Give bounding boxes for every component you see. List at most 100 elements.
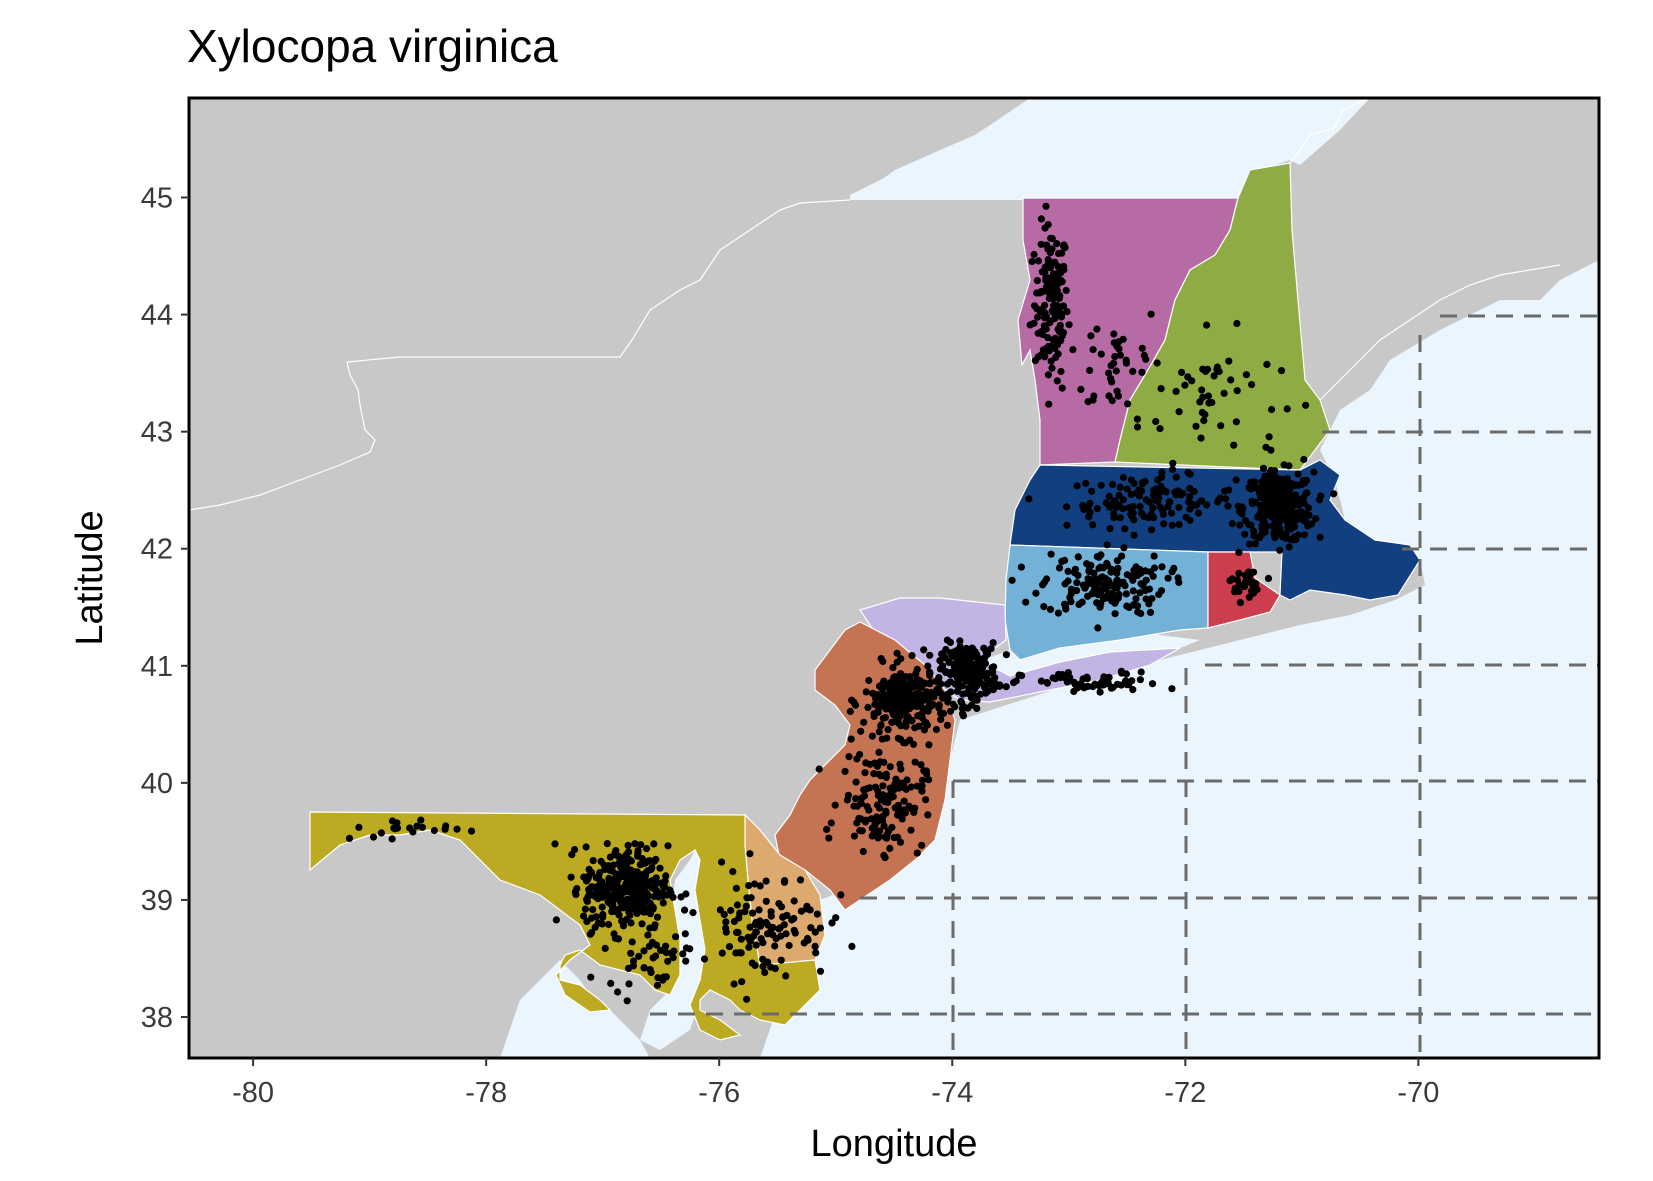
occurrence-point [1142,355,1150,363]
x-tick-label: -70 [1397,1077,1439,1109]
occurrence-point [686,945,694,953]
map-title: Xylocopa virginica [187,20,558,72]
occurrence-point [1203,501,1211,509]
occurrence-point [1269,521,1277,529]
occurrence-point [722,924,730,932]
y-tick-label: 39 [141,885,173,917]
occurrence-point [1186,516,1194,525]
occurrence-point [1058,671,1066,679]
occurrence-point [1043,678,1051,687]
occurrence-point [875,728,883,736]
occurrence-point [982,689,990,697]
occurrence-point [1063,503,1071,511]
occurrence-point [902,717,910,726]
occurrence-point [837,891,845,899]
occurrence-point [1056,321,1064,329]
occurrence-point [1258,525,1266,533]
occurrence-point [816,924,825,932]
occurrence-point [1245,540,1254,548]
x-axis-title: Longitude [811,1123,978,1165]
occurrence-point [662,942,670,950]
canada-us-border [189,199,851,511]
occurrence-point [796,876,805,884]
occurrence-point [672,933,680,941]
occurrence-point [1158,563,1166,571]
occurrence-point [1048,245,1056,253]
occurrence-point [418,823,426,831]
occurrence-point [879,685,887,693]
occurrence-point [892,705,900,713]
occurrence-point [1032,589,1040,597]
occurrence-point [761,968,769,977]
occurrence-point [1145,498,1153,506]
occurrence-point [943,668,951,676]
occurrence-point [626,888,634,896]
occurrence-point [1169,459,1177,467]
occurrence-point [646,924,654,932]
occurrence-point [722,918,730,926]
occurrence-point [1150,552,1158,560]
occurrence-point [1121,525,1129,533]
occurrence-point [662,872,670,880]
occurrence-point [1128,512,1136,520]
occurrence-point [1168,685,1176,693]
occurrence-point [886,844,894,853]
occurrence-point [917,761,925,769]
occurrence-point [888,823,896,832]
occurrence-point [1022,598,1030,606]
occurrence-point [881,798,889,806]
occurrence-point [682,957,690,965]
occurrence-point [1110,514,1118,522]
occurrence-point [646,966,654,974]
occurrence-point [745,882,753,890]
occurrence-point [1228,520,1236,528]
occurrence-point [1265,433,1273,441]
occurrence-point [879,782,887,790]
occurrence-point [1099,677,1107,685]
occurrence-point [1276,546,1284,554]
occurrence-point [1235,587,1243,596]
occurrence-point [1185,498,1193,506]
occurrence-point [1047,550,1055,558]
occurrence-point [857,815,865,823]
occurrence-point [937,715,945,724]
occurrence-point [1149,572,1157,580]
occurrence-point [1096,688,1104,696]
occurrence-point [1141,477,1149,486]
occurrence-point [943,721,952,729]
occurrence-point [677,893,685,901]
occurrence-point [850,832,859,840]
occurrence-point [571,846,579,854]
occurrence-point [581,905,590,913]
occurrence-point [961,672,969,680]
occurrence-point [1199,365,1207,373]
occurrence-point [1203,321,1211,329]
occurrence-point [897,765,905,773]
occurrence-point [1238,503,1246,511]
occurrence-point [938,694,947,702]
occurrence-point [1164,574,1172,582]
occurrence-point [718,949,726,957]
occurrence-point [860,718,868,726]
occurrence-point [1045,400,1053,408]
occurrence-point [413,822,421,830]
occurrence-point [1084,682,1092,691]
occurrence-point [1141,586,1149,595]
occurrence-point [1304,504,1312,512]
occurrence-point [1042,276,1050,284]
occurrence-point [1060,262,1068,270]
occurrence-point [664,957,672,965]
x-tick-label: -76 [698,1077,740,1109]
occurrence-point [571,888,579,896]
occurrence-point [679,950,687,958]
occurrence-point [627,919,635,927]
occurrence-point [1225,486,1233,494]
occurrence-point [926,693,934,702]
occurrence-point [1213,365,1221,374]
occurrence-point [1233,387,1241,395]
occurrence-point [718,858,726,866]
occurrence-point [925,741,933,749]
occurrence-point [1109,480,1117,488]
occurrence-point [1285,543,1293,551]
occurrence-point [716,906,724,914]
